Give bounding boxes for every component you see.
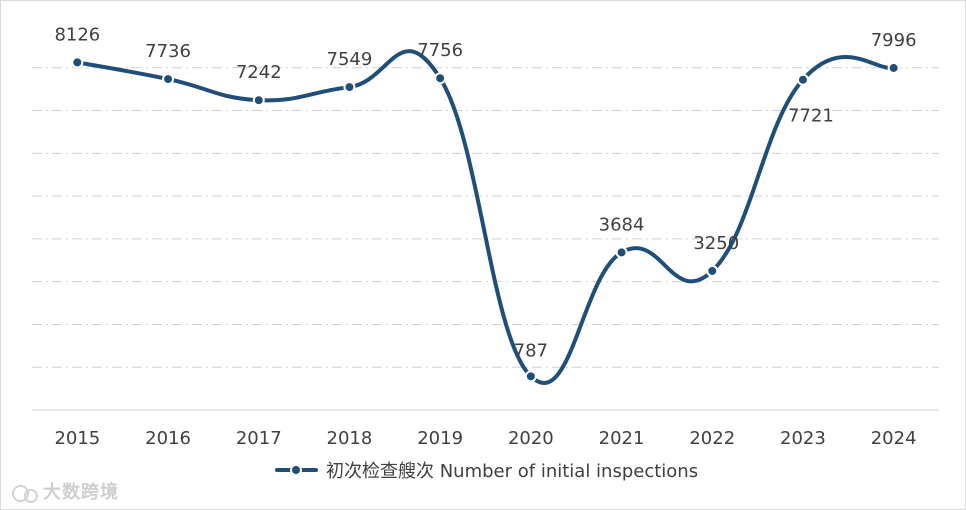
grid-layer — [32, 67, 939, 368]
x-tick-layer: 2015 2016 2017 2018 2019 2020 2021 2022 2023 2024 — [54, 428, 916, 449]
x-tick-2017: 2017 — [236, 428, 282, 449]
data-label-layer: 8126 7736 7242 7549 7756 787 3684 3250 7721 7996 — [54, 24, 916, 361]
x-tick-2015: 2015 — [54, 428, 100, 449]
x-tick-2016: 2016 — [145, 428, 191, 449]
data-label-2021: 3684 — [599, 214, 645, 235]
data-label-2017: 7242 — [236, 62, 282, 83]
x-tick-2021: 2021 — [599, 428, 645, 449]
data-label-2023: 7721 — [788, 106, 834, 127]
data-label-2020: 787 — [514, 340, 548, 361]
data-point-2015 — [71, 56, 84, 69]
data-point-2021 — [615, 246, 628, 259]
data-label-2024: 7996 — [871, 30, 917, 51]
x-tick-2022: 2022 — [689, 428, 735, 449]
data-label-2019: 7756 — [417, 40, 463, 61]
data-point-2018 — [343, 81, 356, 94]
data-point-2020 — [524, 370, 537, 383]
x-tick-2020: 2020 — [508, 428, 554, 449]
x-tick-2024: 2024 — [871, 428, 917, 449]
data-point-2016 — [162, 73, 175, 86]
data-point-2019 — [434, 72, 447, 85]
legend-label: 初次检查艘次 Number of initial inspections — [326, 461, 698, 482]
data-point-2022 — [706, 264, 719, 277]
legend-marker-symbol — [290, 464, 302, 476]
data-label-2018: 7549 — [327, 49, 373, 70]
data-point-2017 — [252, 94, 265, 107]
data-label-2016: 7736 — [145, 41, 191, 62]
series-layer — [71, 49, 900, 385]
watermark-logo-icon — [9, 481, 38, 503]
data-point-2023 — [796, 73, 809, 86]
data-label-2022: 3250 — [693, 233, 739, 254]
x-tick-2019: 2019 — [417, 428, 463, 449]
data-label-2015: 8126 — [54, 24, 100, 45]
watermark: 大数跨境 — [9, 478, 134, 504]
watermark-text: 大数跨境 — [43, 482, 119, 503]
x-tick-2023: 2023 — [780, 428, 826, 449]
series-line — [75, 49, 896, 385]
legend: 初次检查艘次 Number of initial inspections — [275, 461, 698, 482]
x-tick-2018: 2018 — [327, 428, 373, 449]
data-point-2024 — [887, 61, 900, 74]
